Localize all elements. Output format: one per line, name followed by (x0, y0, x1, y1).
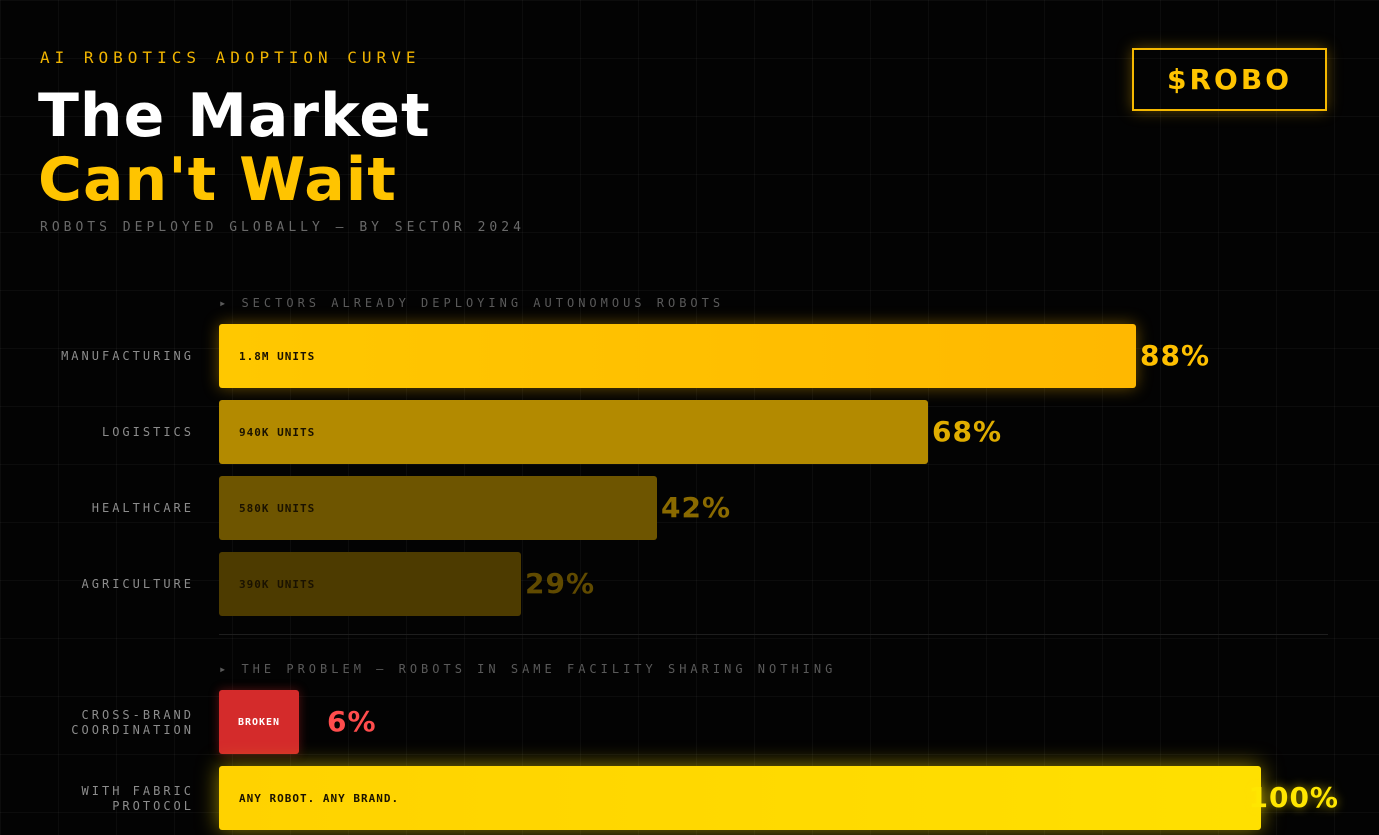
bar-inner-label-logistics: 940K UNITS (239, 425, 316, 439)
chart-subtitle: ROBOTS DEPLOYED GLOBALLY — BY SECTOR 202… (40, 220, 525, 235)
bar-inner-label-agriculture: 390K UNITS (239, 577, 316, 591)
bar-manufacturing: 1.8M UNITS (219, 324, 1136, 388)
eyebrow-label: AI ROBOTICS ADOPTION CURVE (40, 48, 421, 67)
title-line-1: The Market (38, 81, 431, 151)
category-label-logistics: LOGISTICS (101, 425, 194, 439)
section-label-problem: ▸ THE PROBLEM — ROBOTS IN SAME FACILITY … (219, 662, 837, 676)
bar-agriculture: 390K UNITS (219, 552, 521, 616)
value-label-cross-brand-coordination: 6% (327, 705, 377, 738)
value-label-manufacturing: 88% (1140, 339, 1211, 372)
ticker-badge: $ROBO (1132, 48, 1327, 111)
category-label-cross-brand-coordination: CROSS-BRAND COORDINATION (71, 708, 194, 737)
category-label-healthcare: HEALTHCARE (91, 501, 194, 515)
value-label-with-fabric-protocol: 100% (1248, 781, 1339, 814)
bar-inner-label-with-fabric-protocol: ANY ROBOT. ANY BRAND. (239, 791, 400, 805)
bar-inner-label-cross-brand-coordination: BROKEN (237, 716, 281, 728)
bar-logistics: 940K UNITS (219, 400, 928, 464)
value-label-agriculture: 29% (525, 567, 596, 600)
bar-with-fabric-protocol: ANY ROBOT. ANY BRAND. (219, 766, 1261, 830)
section-label-adoption: ▸ SECTORS ALREADY DEPLOYING AUTONOMOUS R… (219, 296, 725, 310)
bar-cross-brand-coordination: BROKEN (219, 690, 299, 754)
category-label-agriculture: AGRICULTURE (81, 577, 194, 591)
category-label-manufacturing: MANUFACTURING (61, 349, 194, 363)
bar-inner-label-healthcare: 580K UNITS (239, 501, 316, 515)
category-label-with-fabric-protocol: WITH FABRIC PROTOCOL (81, 784, 194, 813)
title-line-2: Can't Wait (38, 145, 397, 215)
value-label-logistics: 68% (932, 415, 1003, 448)
value-label-healthcare: 42% (661, 491, 732, 524)
page-title: The Market Can't Wait (38, 84, 431, 212)
bar-healthcare: 580K UNITS (219, 476, 657, 540)
bar-inner-label-manufacturing: 1.8M UNITS (239, 349, 316, 363)
section-divider (219, 634, 1328, 635)
